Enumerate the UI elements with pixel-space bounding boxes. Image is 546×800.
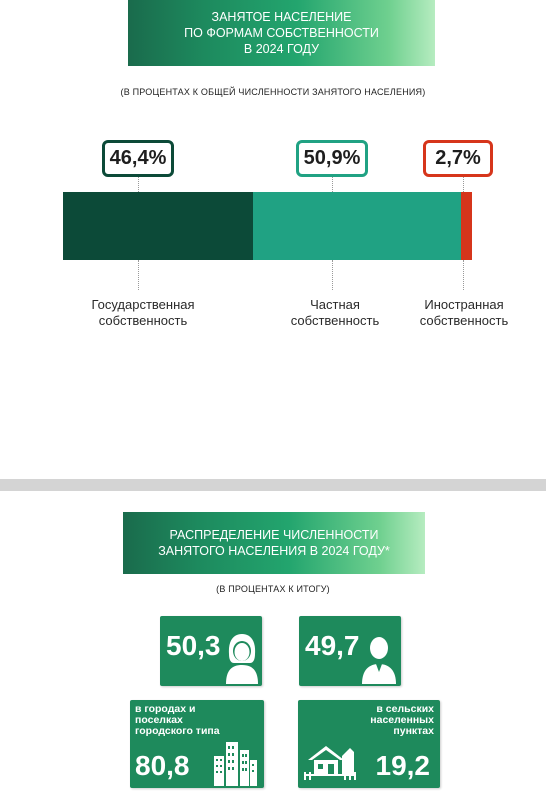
section-divider [0,479,546,491]
category-label-private-line2: собственность [290,313,380,328]
rural-label-line3: пунктах [393,725,434,737]
bar-segment-state [63,192,253,260]
banner1-line3: В 2024 ГОДУ [243,42,320,56]
category-label-state-line2: собственность [98,313,188,328]
leader-line-state-top [138,177,139,192]
urban-label-line2: поселках [135,714,183,726]
value-label-private: 50,9% [296,140,368,177]
leader-line-private-bottom [332,260,333,290]
value-label-state: 46,4% [102,140,174,177]
leader-line-state-bottom [138,260,139,290]
urban-label: в городах и поселках городского типа [135,704,220,737]
leader-line-foreign-top [463,177,464,192]
category-label-foreign-line1: Иностранная [424,297,504,312]
banner2-line1: РАСПРЕДЕЛЕНИЕ ЧИСЛЕННОСТИ [169,528,379,542]
banner2-line2: ЗАНЯТОГО НАСЕЛЕНИЯ В 2024 ГОДУ* [158,544,390,558]
category-label-private-line1: Частная [310,297,360,312]
female-share-tile: 50,3 [160,616,262,686]
urban-share-tile: в городах и поселках городского типа 80,… [130,700,264,788]
category-label-state: Государственная собственность [68,297,218,329]
section1-subtitle: (В ПРОЦЕНТАХ К ОБЩЕЙ ЧИСЛЕННОСТИ ЗАНЯТОГ… [120,87,426,97]
rural-share-tile: в сельских населенных пунктах 19,2 [298,700,440,788]
village-house-icon [304,746,356,780]
section2-subtitle: (В ПРОЦЕНТАХ К ИТОГУ) [216,584,330,594]
male-share-tile: 49,7 [299,616,401,686]
urban-value: 80,8 [135,750,190,781]
female-avatar-icon [226,634,258,684]
rural-label-line2: населенных [370,714,434,726]
value-label-foreign: 2,7% [423,140,493,177]
urban-label-line3: городского типа [135,725,220,737]
banner1-line2: ПО ФОРМАМ СОБСТВЕННОСТИ [184,26,379,40]
banner1-line1: ЗАНЯТОЕ НАСЕЛЕНИЕ [211,10,352,24]
section1-banner: ЗАНЯТОЕ НАСЕЛЕНИЕ ПО ФОРМАМ СОБСТВЕННОСТ… [128,0,435,66]
bar-segment-foreign [460,192,472,260]
leader-line-foreign-bottom [463,260,464,290]
category-label-state-line1: Государственная [91,297,195,312]
rural-label-line1: в сельских [376,703,434,715]
category-label-private: Частная собственность [270,297,400,329]
female-value: 50,3 [166,630,221,661]
category-label-foreign: Иностранная собственность [402,297,526,329]
rural-label: в сельских населенных пунктах [370,704,434,737]
bar-segment-private [252,192,461,260]
male-value: 49,7 [305,630,360,661]
rural-value: 19,2 [375,750,431,781]
city-buildings-icon [214,742,257,786]
category-label-foreign-line2: собственность [419,313,509,328]
leader-line-private-top [332,177,333,192]
male-avatar-icon [362,637,396,684]
section2-banner: РАСПРЕДЕЛЕНИЕ ЧИСЛЕННОСТИ ЗАНЯТОГО НАСЕЛ… [123,512,425,574]
urban-label-line1: в городах и [135,703,196,715]
